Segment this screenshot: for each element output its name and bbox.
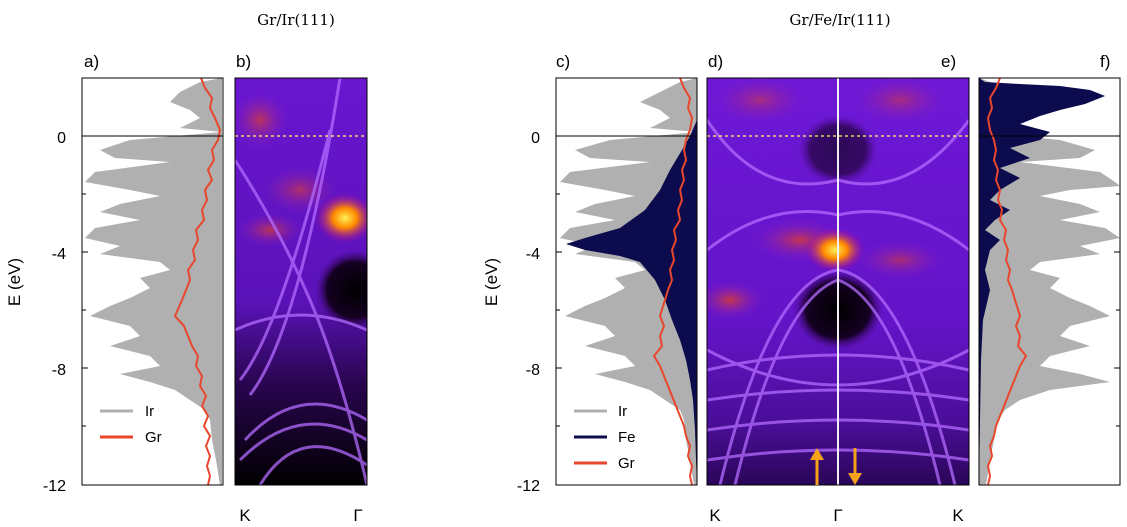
- panel-f-frame: [978, 77, 1121, 486]
- panel-label-a: a): [84, 52, 99, 71]
- panel-c-dos: Ir Fe Gr: [555, 77, 698, 486]
- ytick-label-left-8: -8: [52, 362, 66, 379]
- ytick-label-right-4: -4: [526, 246, 540, 263]
- gr-dos-line-a: [173, 78, 222, 485]
- ir-dos-area-a: [85, 78, 222, 485]
- legend-fe-label-c: Fe: [618, 429, 636, 446]
- panel-c-ticks: [556, 135, 562, 427]
- ir-dos-area-c: [560, 78, 697, 485]
- legend-ir-label-c: Ir: [618, 403, 627, 420]
- kpoint-label-b-k: K: [239, 506, 251, 525]
- kpoint-label-de-gamma: Γ: [833, 506, 842, 525]
- legend-ir-label-a: Ir: [145, 403, 154, 420]
- panel-f-ticks: [1114, 135, 1120, 427]
- ytick-label-left-0: 0: [57, 130, 66, 147]
- y-axis-label-right: E (eV): [482, 258, 501, 306]
- panel-label-e: e): [941, 52, 956, 71]
- panel-f-dos: [978, 77, 1121, 486]
- panel-label-c: c): [556, 52, 570, 71]
- fe-dos-area-f: [979, 78, 1105, 485]
- gr-dos-line-f: [986, 78, 1028, 485]
- ytick-label-right-0: 0: [531, 130, 540, 147]
- spin-down-arrow-icon: [848, 448, 862, 485]
- panel-a-frame: [81, 77, 224, 486]
- title-right: Gr/Fe/Ir(111): [789, 11, 890, 29]
- panel-c-frame: [555, 77, 698, 486]
- panel-de-frame: [706, 77, 970, 486]
- ytick-label-right-8: -8: [526, 362, 540, 379]
- legend-gr-label-c: Gr: [618, 455, 635, 472]
- kpoint-label-de-k-right: K: [952, 506, 964, 525]
- panel-a-dos: Ir Gr: [81, 77, 224, 486]
- spin-up-arrow-icon: [810, 448, 824, 485]
- panel-label-d: d): [708, 52, 723, 71]
- panel-label-f: f): [1100, 52, 1110, 71]
- legend-gr-label-a: Gr: [145, 429, 162, 446]
- kpoint-label-b-gamma: Γ: [353, 506, 362, 525]
- ytick-label-left-12: -12: [43, 478, 66, 495]
- ytick-label-left-4: -4: [52, 246, 66, 263]
- kpoint-label-de-k-left: K: [709, 506, 721, 525]
- gr-dos-line-c: [652, 78, 694, 485]
- panel-de-bands: K Γ K: [706, 77, 970, 525]
- panel-a-ticks: [82, 135, 88, 427]
- panel-b-frame: [234, 77, 368, 486]
- title-left: Gr/Ir(111): [257, 11, 335, 29]
- y-axis-label-left: E (eV): [5, 258, 24, 306]
- ytick-label-right-12: -12: [517, 478, 540, 495]
- panel-b-bands: K Γ: [234, 77, 368, 525]
- panel-label-b: b): [236, 52, 251, 71]
